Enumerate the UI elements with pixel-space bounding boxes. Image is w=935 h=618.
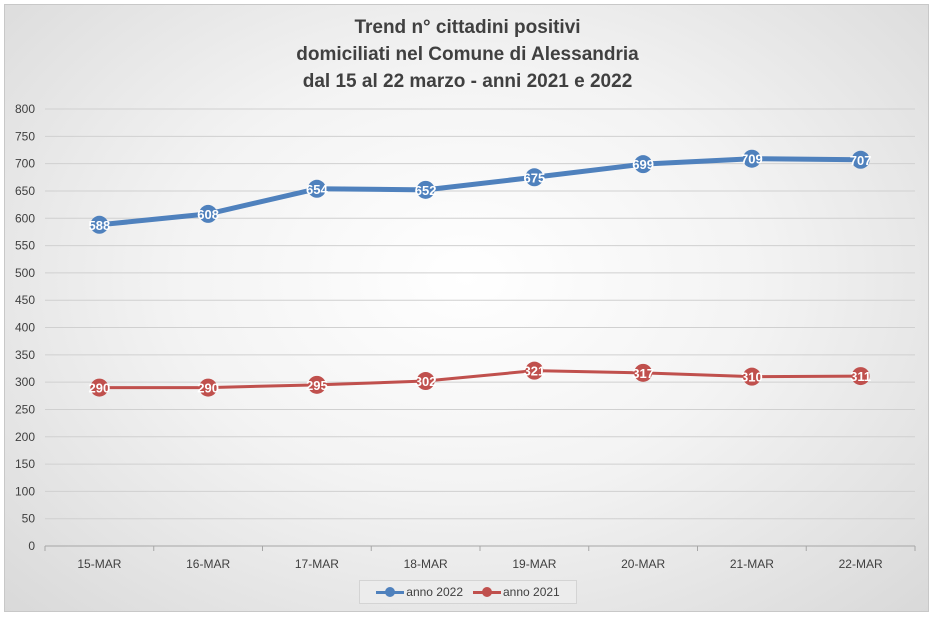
legend-label-2021: anno 2021 [503, 585, 560, 599]
y-tick-label: 350 [15, 348, 35, 362]
y-tick-label: 0 [28, 539, 35, 553]
data-label: 321 [524, 364, 546, 379]
legend: anno 2022 anno 2021 [359, 580, 577, 604]
data-point [851, 150, 870, 169]
chart-title-line-2: domiciliati nel Comune di Alessandria [296, 44, 639, 65]
data-point [634, 155, 653, 174]
data-point [851, 367, 870, 386]
y-tick-label: 100 [15, 484, 35, 498]
y-tick-label: 650 [15, 184, 35, 198]
data-label: 652 [415, 183, 437, 198]
data-label: 295 [306, 378, 328, 393]
x-tick-label: 20-MAR [621, 557, 665, 571]
y-tick-label: 800 [15, 102, 35, 116]
chart-title: Trend n° cittadini positivi domiciliati … [0, 14, 935, 95]
data-point [416, 180, 435, 199]
chart-title-line-1: Trend n° cittadini positivi [354, 17, 581, 38]
data-point [199, 378, 218, 397]
data-point [199, 204, 218, 223]
data-label: 290 [89, 381, 111, 396]
data-point [634, 363, 653, 382]
legend-item-2022: anno 2022 [376, 585, 463, 599]
data-label: 675 [524, 170, 546, 185]
chart-title-line-3: dal 15 al 22 marzo - anni 2021 e 2022 [302, 71, 633, 92]
y-tick-label: 550 [15, 239, 35, 253]
legend-swatch-2021 [473, 587, 501, 597]
data-point [307, 179, 326, 198]
x-tick-label: 21-MAR [730, 557, 774, 571]
data-point [416, 372, 435, 391]
data-label: 654 [306, 182, 328, 197]
y-tick-label: 750 [15, 129, 35, 143]
data-label: 709 [741, 152, 763, 167]
y-tick-label: 600 [15, 211, 35, 225]
chart-area [4, 4, 929, 612]
data-label: 699 [632, 157, 654, 172]
data-point [525, 361, 544, 380]
y-tick-label: 250 [15, 402, 35, 416]
y-tick-label: 700 [15, 157, 35, 171]
x-tick-label: 15-MAR [77, 557, 121, 571]
y-tick-label: 200 [15, 430, 35, 444]
x-tick-label: 19-MAR [512, 557, 556, 571]
x-tick-label: 18-MAR [404, 557, 448, 571]
data-label: 707 [850, 153, 872, 168]
data-label: 311 [850, 369, 871, 384]
series-line [99, 156, 861, 228]
series-line [99, 369, 861, 390]
legend-label-2022: anno 2022 [406, 585, 463, 599]
y-tick-label: 300 [15, 375, 35, 389]
data-label: 608 [197, 207, 219, 222]
y-tick-label: 150 [15, 457, 35, 471]
y-tick-label: 450 [15, 293, 35, 307]
legend-swatch-2022 [376, 587, 405, 597]
x-tick-label: 16-MAR [186, 557, 230, 571]
y-tick-label: 500 [15, 266, 35, 280]
y-tick-label: 50 [22, 512, 36, 526]
y-tick-label: 400 [15, 321, 35, 335]
legend-item-2021: anno 2021 [473, 585, 560, 599]
data-label: 588 [89, 218, 111, 233]
x-tick-label: 17-MAR [295, 557, 339, 571]
x-tick-label: 22-MAR [839, 557, 883, 571]
data-point [90, 215, 109, 234]
data-point [307, 375, 326, 394]
data-label: 290 [197, 381, 219, 396]
data-label: 310 [741, 370, 763, 385]
data-point [742, 149, 761, 168]
data-label: 317 [632, 366, 654, 381]
data-label: 302 [415, 374, 437, 389]
data-point [525, 168, 544, 187]
data-point [90, 378, 109, 397]
data-point [742, 367, 761, 386]
